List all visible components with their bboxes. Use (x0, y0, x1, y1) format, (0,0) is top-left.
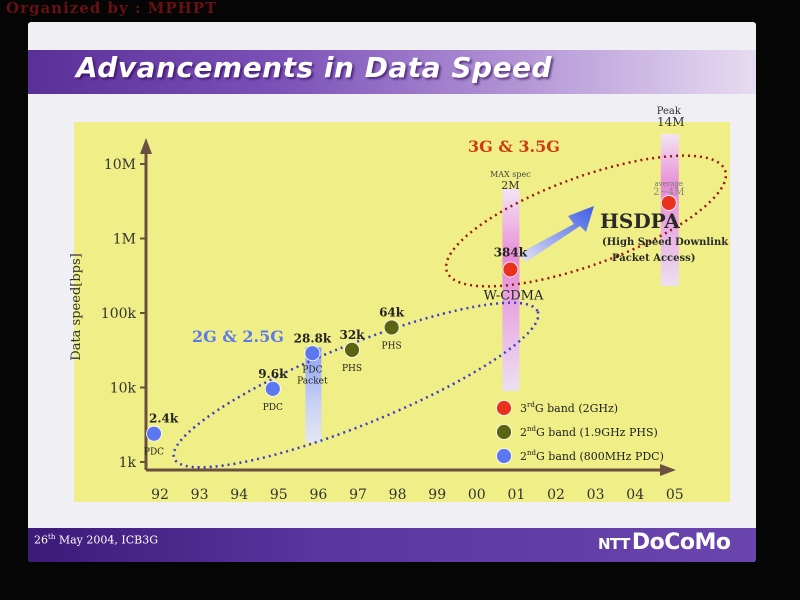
group-label-2g: 2G & 2.5G (192, 327, 284, 346)
logo-ntt: NTT (598, 535, 630, 553)
hsdpa-arrow (518, 206, 594, 262)
x-tick-label: 03 (587, 487, 605, 503)
bar-top-label: MAX spec (490, 170, 531, 179)
x-tick-label: 93 (191, 487, 209, 503)
x-tick-label: 97 (349, 487, 367, 503)
point-sublabel: average (655, 180, 683, 188)
legend-swatch (496, 448, 512, 464)
x-tick-label: 95 (270, 487, 288, 503)
ellipse-3g-group (444, 154, 728, 288)
x-tick-label: 98 (389, 487, 407, 503)
point-sublabel: PHS (382, 341, 402, 351)
point-label: 64k (379, 305, 405, 319)
point-label: 2~4M (653, 187, 684, 198)
bar-top-value: 14M (657, 115, 685, 129)
point-sublabel: PDC (144, 448, 164, 458)
x-tick-label: 00 (468, 487, 486, 503)
x-tick-label: 99 (428, 487, 446, 503)
data-point (146, 425, 162, 442)
event-banner: Organized by : MPHPT (6, 0, 218, 17)
logo-docomo: DoCoMo (631, 530, 731, 555)
footer-date-suffix: th (48, 533, 56, 541)
x-tick-label: 96 (309, 487, 327, 503)
point-sublabel: Packet (297, 376, 328, 386)
legend-swatch (496, 400, 512, 416)
point-sublabel: PHS (342, 364, 362, 374)
range-bar-wcdma (502, 189, 520, 391)
ellipse-2g-group (172, 301, 540, 469)
x-tick-label: 94 (230, 487, 248, 503)
data-point (344, 341, 360, 358)
point-label: 28.8k (294, 331, 332, 345)
footer-bar (28, 528, 756, 562)
data-point (264, 380, 281, 397)
point-sublabel: PDC (302, 365, 322, 375)
x-tick-label: 02 (547, 487, 565, 503)
legend-label: 2ndG band (1.9GHz PHS) (520, 425, 658, 439)
plot-background (74, 122, 730, 502)
data-point (660, 195, 677, 211)
x-tick-label: 01 (507, 487, 525, 503)
x-axis-arrow (660, 464, 676, 476)
legend-label: 3rdG band (2GHz) (520, 401, 618, 415)
footer-date-day: 26 (34, 533, 48, 547)
footer-date-rest: May 2004, ICB3G (55, 533, 158, 547)
y-tick-label: 1M (113, 232, 136, 248)
bar-top-value: 2M (501, 179, 519, 192)
point-sublabel: PDC (263, 403, 283, 413)
point-label: 9.6k (258, 367, 288, 381)
legend-swatch (496, 424, 512, 440)
point-label: 384k (494, 245, 528, 259)
bar-top-label: Peak (657, 106, 682, 117)
title-bar (28, 50, 756, 94)
data-point (502, 261, 519, 278)
data-point (383, 319, 400, 336)
y-tick-label: 1k (119, 455, 137, 471)
y-tick-label: 10M (104, 157, 136, 173)
presentation-slide: Advancements in Data Speed MAX spec 2M Pea… (28, 22, 756, 562)
y-axis-arrow (140, 138, 152, 154)
point-sublabel: W-CDMA (483, 288, 543, 303)
group-label-3g: 3G & 3.5G (468, 137, 560, 156)
legend-label: 2ndG band (800MHz PDC) (520, 449, 664, 463)
y-axis-label: Data speed[bps] (69, 253, 84, 360)
data-point (304, 345, 321, 362)
hsdpa-sublabel-1: (High Speed Downlink (602, 237, 729, 248)
company-logo: NTTDoCoMo (598, 530, 731, 555)
slide-title: Advancements in Data Speed (76, 51, 553, 84)
y-tick-label: 100k (101, 306, 137, 322)
range-bar-pdc-packet (305, 347, 322, 443)
point-label: 32k (339, 328, 365, 342)
x-tick-label: 92 (151, 487, 169, 503)
x-tick-label: 05 (666, 487, 684, 503)
hsdpa-label: HSDPA (600, 209, 680, 233)
footer-date: 26th May 2004, ICB3G (34, 533, 158, 547)
x-tick-label: 04 (626, 487, 644, 503)
hsdpa-sublabel-2: Packet Access) (612, 253, 696, 264)
point-label: 2.4k (149, 412, 179, 426)
y-tick-label: 10k (110, 381, 137, 397)
